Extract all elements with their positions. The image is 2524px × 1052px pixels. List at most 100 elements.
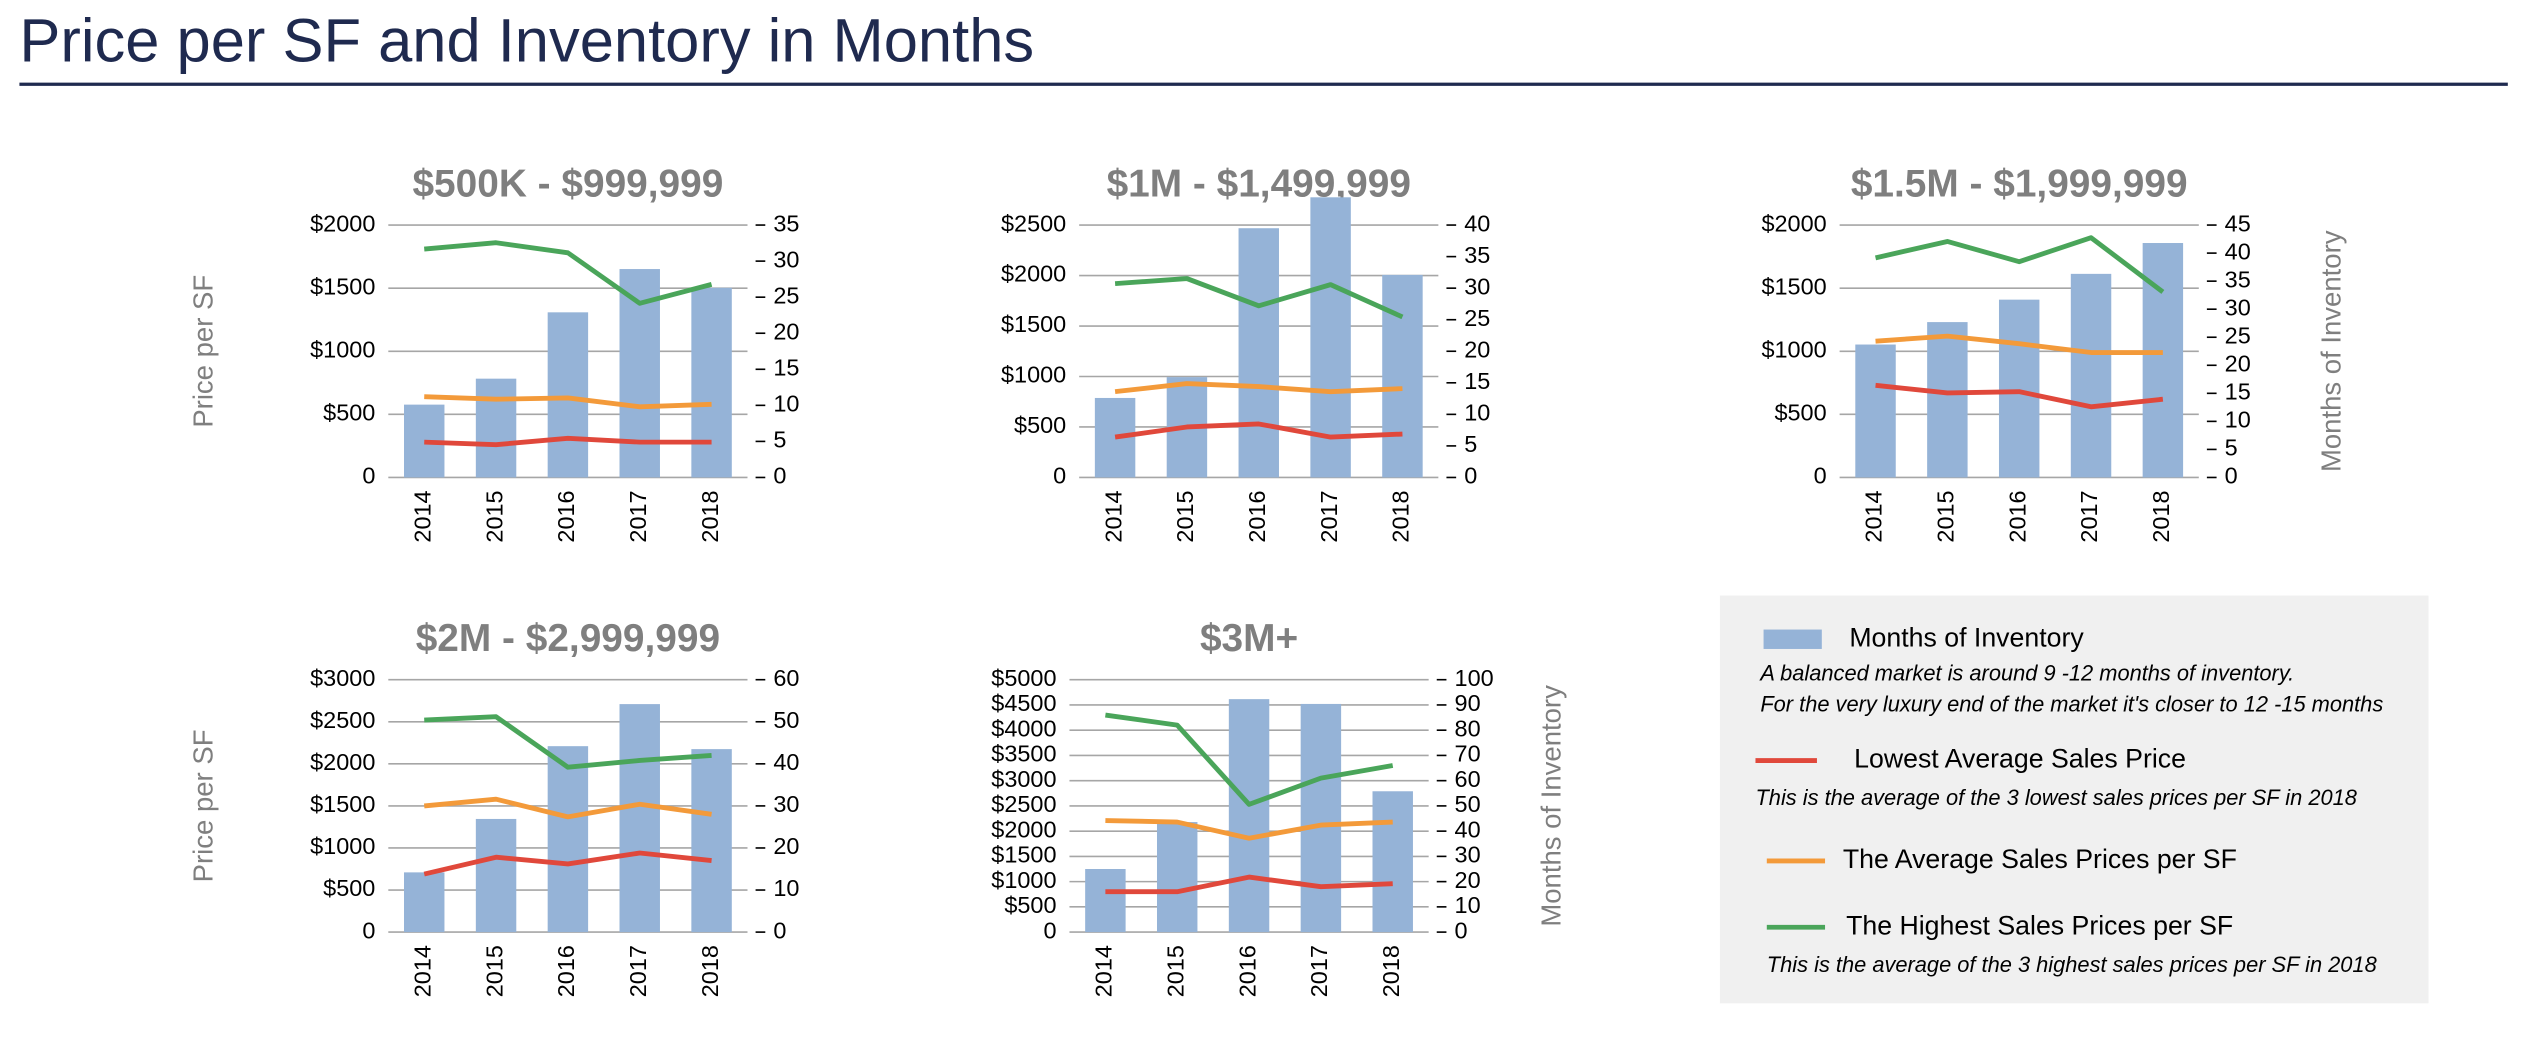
y-tick-label: $1500	[1001, 311, 1066, 337]
x-tick-label: 2016	[1244, 490, 1270, 542]
legend-label: Months of Inventory	[1849, 622, 2084, 652]
bar	[1085, 869, 1126, 933]
bar	[475, 378, 517, 478]
legend-label: The Average Sales Prices per SF	[1843, 844, 2237, 874]
y-tick-label: $500	[1774, 400, 1826, 426]
x-tick-label: 2014	[409, 490, 435, 542]
bar	[619, 704, 660, 933]
legend-note: A balanced market is around 9 -12 months…	[1758, 661, 2294, 686]
x-tick-label: 2015	[1933, 490, 1959, 542]
x-tick-label: 2018	[697, 945, 723, 997]
chart-title: $1M - $1,499,999	[1107, 162, 1411, 205]
y2-tick-label: 10	[1455, 892, 1481, 918]
line	[1114, 381, 1403, 395]
y-tick-label: $500	[1014, 412, 1066, 438]
legend-box	[1719, 595, 2429, 1004]
x-tick-label: 2014	[409, 945, 435, 997]
y2-tick-label: 0	[1455, 917, 1468, 943]
y2-tick-label: 15	[773, 354, 799, 380]
y2-tick-label: 50	[773, 707, 799, 733]
y-tick-label: $1500	[1761, 273, 1826, 299]
y2-tick-label: 5	[2225, 435, 2238, 461]
y-tick-label: 0	[362, 463, 375, 489]
y2-tick-label: 25	[2225, 322, 2251, 348]
bar	[1855, 344, 1896, 478]
y-tick-label: $1500	[991, 842, 1056, 868]
y2-tick-label: 15	[2225, 379, 2251, 405]
y2-tick-label: 30	[773, 791, 799, 817]
y2-tick-label: 0	[2225, 463, 2238, 489]
line	[1874, 235, 2165, 294]
line	[1114, 421, 1403, 440]
y-tick-label: $3000	[310, 665, 375, 691]
y2-tick-label: 0	[773, 917, 786, 943]
y2-axis-label: Months of Inventory	[1535, 685, 1566, 927]
bar	[1310, 197, 1351, 478]
y2-tick-label: 40	[1464, 210, 1490, 236]
bar	[1927, 322, 1968, 478]
y2-tick-label: 60	[773, 665, 799, 691]
y2-tick-label: 20	[773, 833, 799, 859]
y2-tick-label: 20	[2225, 350, 2251, 376]
y2-tick-label: 30	[773, 246, 799, 272]
bar	[1228, 699, 1270, 933]
y2-tick-label: 10	[773, 875, 799, 901]
x-tick-label: 2016	[553, 945, 579, 997]
y-tick-label: $500	[323, 400, 375, 426]
bar	[1094, 397, 1136, 478]
y2-tick-label: 35	[1464, 242, 1490, 268]
y2-tick-label: 15	[1464, 368, 1490, 394]
y-tick-label: $5000	[991, 665, 1056, 691]
y2-tick-label: 0	[773, 463, 786, 489]
y2-tick-label: 25	[773, 282, 799, 308]
y2-tick-label: 35	[773, 210, 799, 236]
chart-title: $3M+	[1200, 617, 1298, 660]
y-tick-label: $2000	[991, 816, 1056, 842]
y2-tick-label: 10	[2225, 407, 2251, 433]
legend-note: This is the average of the 3 highest sal…	[1767, 952, 2378, 977]
legend-note: This is the average of the 3 lowest sale…	[1755, 785, 2357, 810]
y2-tick-label: 30	[2225, 294, 2251, 320]
y-tick-label: $1500	[310, 791, 375, 817]
chart-title: $1.5M - $1,999,999	[1851, 162, 2188, 205]
y2-tick-label: 0	[1464, 463, 1477, 489]
x-tick-label: 2017	[1316, 490, 1342, 542]
y-tick-label: $4500	[991, 690, 1056, 716]
y2-tick-label: 30	[1455, 842, 1481, 868]
bar	[404, 872, 445, 933]
y-tick-label: $3000	[991, 766, 1056, 792]
y-tick-label: 0	[1043, 917, 1056, 943]
x-tick-label: 2015	[481, 490, 507, 542]
y2-tick-label: 5	[1464, 431, 1477, 457]
y-tick-label: $500	[323, 875, 375, 901]
y-tick-label: $2500	[991, 791, 1056, 817]
y2-tick-label: 20	[1464, 336, 1490, 362]
y-tick-label: $2500	[310, 707, 375, 733]
y2-tick-label: 60	[1455, 766, 1481, 792]
y-axis-label: Price per SF	[188, 729, 219, 882]
y-tick-label: 0	[1053, 463, 1066, 489]
x-tick-label: 2017	[1306, 945, 1332, 997]
y-tick-label: $2000	[1761, 210, 1826, 236]
y2-tick-label: 45	[2225, 210, 2251, 236]
bar	[2070, 273, 2112, 478]
y-tick-label: $1000	[310, 833, 375, 859]
bar	[1300, 703, 1342, 933]
x-tick-label: 2017	[2076, 490, 2102, 542]
y2-tick-label: 40	[773, 749, 799, 775]
x-tick-label: 2018	[2148, 490, 2174, 542]
line	[1105, 712, 1394, 807]
x-tick-label: 2014	[1861, 490, 1887, 542]
line	[423, 850, 712, 877]
x-tick-label: 2016	[1234, 945, 1260, 997]
line	[424, 714, 712, 770]
y2-tick-label: 25	[1464, 305, 1490, 331]
line	[424, 435, 712, 448]
x-tick-label: 2015	[1172, 490, 1198, 542]
bar	[1156, 822, 1198, 933]
bar	[547, 746, 589, 933]
y2-tick-label: 5	[773, 427, 786, 453]
y2-tick-label: 80	[1455, 715, 1481, 741]
y2-tick-label: 10	[1464, 400, 1490, 426]
y2-tick-label: 100	[1455, 665, 1494, 691]
